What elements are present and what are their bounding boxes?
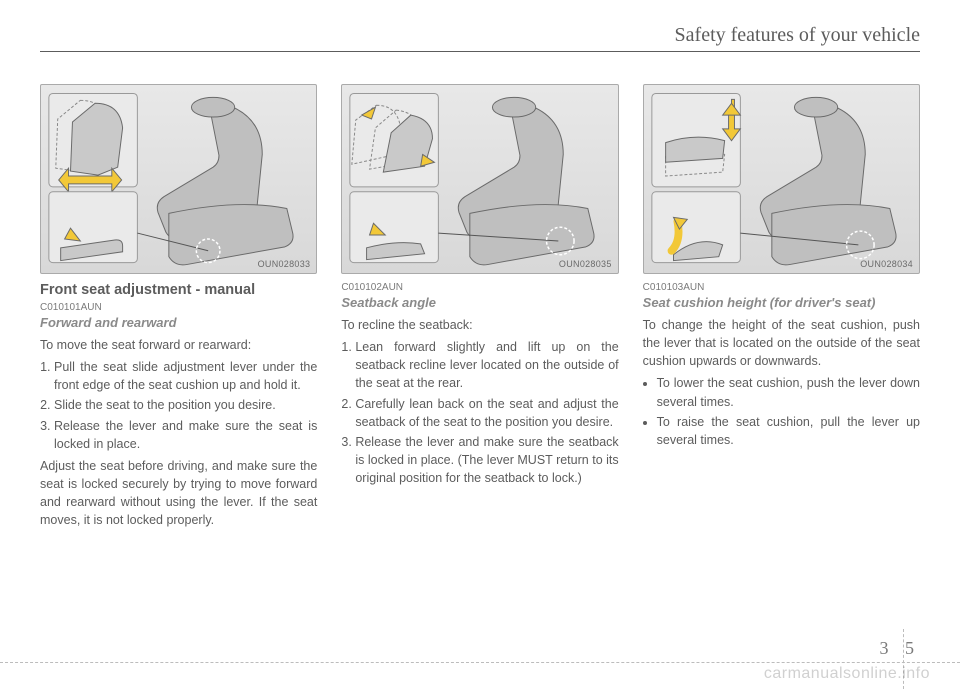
bullet-item: To lower the seat cushion, push the leve… [657,374,920,410]
step-item: Pull the seat slide adjustment lever und… [54,358,317,394]
procedure-subhead: Seat cushion height (for driver's seat) [643,295,920,310]
steps-list: Pull the seat slide adjustment lever und… [40,358,317,453]
outro-text: Adjust the seat before driving, and make… [40,457,317,530]
intro-text: To change the height of the seat cushion… [643,316,920,370]
page-number: 3 5 [880,638,921,659]
seat-recline-illustration [342,85,617,273]
intro-text: To move the seat forward or rearward: [40,336,317,354]
seat-height-illustration [644,85,919,273]
procedure-code: C010101AUN [40,302,317,313]
illustration-code: OUN028033 [258,259,311,269]
procedure-subhead: Seatback angle [341,295,618,310]
intro-text: To recline the seatback: [341,316,618,334]
illustration-seatback-angle: OUN028035 [341,84,618,274]
illustration-code: OUN028034 [860,259,913,269]
column-3: OUN028034 C010103AUN Seat cushion height… [643,84,920,533]
content-columns: OUN028033 Front seat adjustment - manual… [40,84,920,533]
step-item: Slide the seat to the position you desir… [54,396,317,414]
procedure-subhead: Forward and rearward [40,315,317,330]
section-title: Front seat adjustment - manual [40,282,317,298]
illustration-code: OUN028035 [559,259,612,269]
column-2: OUN028035 C010102AUN Seatback angle To r… [341,84,618,533]
illustration-cushion-height: OUN028034 [643,84,920,274]
page-header: Safety features of your vehicle [40,24,920,52]
seat-slide-illustration [41,85,316,273]
procedure-code: C010103AUN [643,282,920,293]
procedure-code: C010102AUN [341,282,618,293]
illustration-forward-rearward: OUN028033 [40,84,317,274]
step-item: Release the lever and make sure the seat… [54,417,317,453]
step-item: Carefully lean back on the seat and adju… [355,395,618,431]
chapter-title: Safety features of your vehicle [675,24,920,47]
column-1: OUN028033 Front seat adjustment - manual… [40,84,317,533]
bullet-item: To raise the seat cushion, pull the leve… [657,413,920,449]
footer-rule [0,662,960,663]
watermark: carmanualsonline.info [764,665,930,683]
step-item: Lean forward slightly and lift up on the… [355,338,618,392]
step-item: Release the lever and make sure the seat… [355,433,618,487]
bullet-list: To lower the seat cushion, push the leve… [643,374,920,449]
steps-list: Lean forward slightly and lift up on the… [341,338,618,487]
